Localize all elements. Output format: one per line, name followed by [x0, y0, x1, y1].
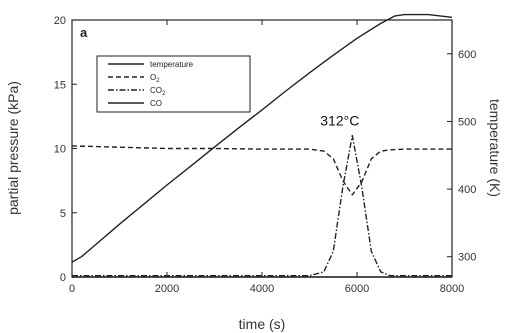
y2-tick-label-300: 300	[458, 252, 476, 264]
series-line-temperature	[71, 13, 453, 263]
legend-label-co2-main: CO	[150, 86, 162, 95]
series-line-co2	[72, 134, 452, 277]
legend-label-temperature: temperature	[150, 60, 194, 69]
legend-label-o2: O2	[150, 73, 160, 84]
legend-label-co2-sub: 2	[162, 91, 166, 97]
x-tick-label-8000: 8000	[440, 283, 464, 295]
plot-frame	[71, 19, 453, 278]
series-line-o2	[71, 145, 452, 196]
y-tick-label-0: 0	[60, 272, 66, 284]
legend: temperature O2 CO2 CO	[96, 55, 251, 113]
y2-tick-label-400: 400	[458, 184, 476, 196]
y-tick-label-15: 15	[54, 79, 66, 91]
y-tick-label-5: 5	[60, 208, 66, 220]
peak-annotation-value: 312	[320, 113, 344, 129]
x-tick-label-0: 0	[69, 283, 75, 295]
peak-annotation-unit: °C	[344, 113, 360, 129]
x-tick-label-4000: 4000	[250, 283, 274, 295]
y2-tick-label-500: 500	[458, 116, 476, 128]
y2-axis-title: temperature (K)	[487, 99, 503, 197]
panel-label: a	[80, 25, 88, 40]
x-axis-title: time (s)	[239, 316, 286, 332]
peak-annotation: 312°C	[320, 113, 359, 129]
y-axis-title: partial pressure (kPa)	[5, 81, 21, 215]
x-tick-label-6000: 6000	[345, 283, 369, 295]
y-tick-label-20: 20	[54, 15, 66, 27]
legend-label-o2-main: O	[150, 73, 156, 82]
x-tick-label-2000: 2000	[155, 283, 179, 295]
y-tick-label-10: 10	[54, 144, 66, 156]
legend-label-co: CO	[150, 99, 162, 108]
y2-tick-label-600: 600	[458, 49, 476, 61]
legend-label-co2: CO2	[150, 86, 166, 97]
legend-label-o2-sub: 2	[156, 78, 160, 84]
legend-box	[96, 55, 251, 113]
